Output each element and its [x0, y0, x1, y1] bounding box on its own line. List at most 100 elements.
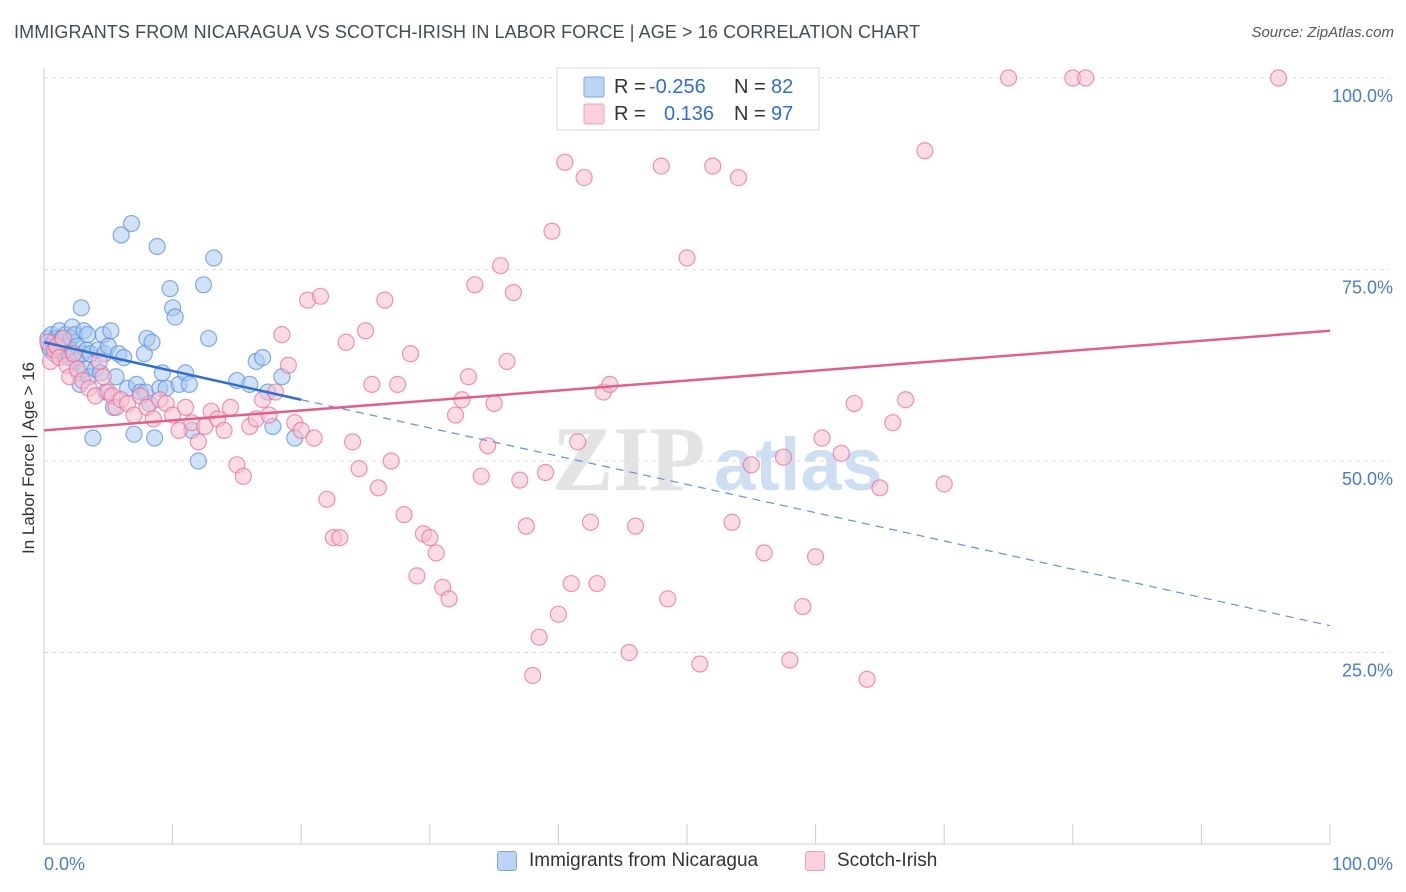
series-legend: Immigrants from Nicaragua Scotch-Irish: [0, 850, 1406, 880]
point-nicaragua: [145, 429, 164, 447]
point-scotch-irish: [549, 605, 568, 623]
point-nicaragua: [72, 299, 90, 317]
point-nicaragua: [79, 326, 97, 344]
point-scotch-irish: [318, 490, 336, 508]
point-scotch-irish: [845, 394, 863, 413]
point-scotch-irish: [485, 394, 503, 413]
point-scotch-irish: [678, 249, 696, 267]
point-nicaragua: [166, 308, 184, 326]
point-nicaragua: [125, 425, 143, 443]
point-scotch-irish: [601, 375, 619, 393]
watermark-zip: ZIP: [552, 408, 705, 510]
point-nicaragua: [200, 329, 218, 348]
point-scotch-irish: [427, 544, 445, 562]
point-scotch-irish: [234, 467, 252, 485]
x-tick-labels: 0.0% 100.0%: [44, 854, 1393, 874]
point-scotch-irish: [729, 168, 748, 187]
point-scotch-irish: [292, 421, 310, 439]
point-scotch-irish: [916, 142, 934, 160]
legend-n-value-2: 97: [771, 103, 793, 125]
y-axis-label: In Labor Force | Age > 16: [19, 362, 38, 554]
trend-lines: [43, 329, 1331, 627]
point-scotch-irish: [774, 448, 793, 466]
point-scotch-irish: [176, 398, 195, 416]
point-nicaragua: [205, 249, 223, 267]
axes: [43, 68, 1331, 845]
point-scotch-irish: [543, 222, 561, 240]
legend-r-label-1: R =: [614, 76, 646, 98]
y-tick-label: 50.0%: [1342, 469, 1393, 489]
point-scotch-irish: [331, 528, 349, 547]
point-nicaragua: [180, 375, 198, 393]
legend-item-nicaragua: Immigrants from Nicaragua: [497, 850, 758, 872]
legend-n-label-1: N =: [734, 76, 766, 98]
point-scotch-irish: [742, 456, 760, 474]
point-scotch-irish: [935, 475, 953, 493]
point-scotch-irish: [389, 375, 407, 393]
point-scotch-irish: [350, 460, 368, 478]
point-scotch-irish: [472, 467, 490, 485]
legend-label-nicaragua: Immigrants from Nicaragua: [529, 850, 759, 871]
point-scotch-irish: [620, 643, 638, 662]
point-scotch-irish: [652, 157, 670, 175]
point-scotch-irish: [459, 368, 477, 386]
point-scotch-irish: [215, 421, 233, 439]
point-scotch-irish: [1077, 69, 1095, 87]
point-scotch-irish: [794, 597, 812, 616]
point-scotch-irish: [832, 444, 850, 462]
trend-line-scotch-irish: [43, 329, 1331, 432]
point-scotch-irish: [363, 375, 381, 393]
point-scotch-irish: [498, 352, 516, 371]
y-tick-label: 25.0%: [1342, 661, 1393, 681]
point-nicaragua: [102, 322, 120, 340]
point-scotch-irish: [781, 651, 799, 669]
point-scotch-irish: [401, 345, 420, 363]
point-scotch-irish: [999, 69, 1018, 87]
legend-r-value-2: 0.136: [664, 103, 714, 125]
point-scotch-irish: [305, 429, 323, 447]
legend-swatch-pink: [805, 851, 825, 871]
point-nicaragua: [112, 226, 130, 244]
point-nicaragua: [194, 276, 213, 294]
point-scotch-irish: [344, 433, 362, 451]
y-tick-label: 75.0%: [1342, 278, 1393, 298]
point-scotch-irish: [189, 433, 207, 451]
point-scotch-irish: [408, 567, 426, 585]
stats-legend: R = -0.256 N = 82 R = 0.136 N = 97: [556, 67, 820, 131]
point-scotch-irish: [556, 153, 574, 171]
point-nicaragua: [161, 280, 179, 298]
point-scotch-irish: [626, 517, 645, 535]
point-nicaragua: [143, 333, 161, 351]
point-scotch-irish: [575, 168, 593, 187]
point-scotch-irish: [1269, 69, 1288, 87]
point-scotch-irish: [453, 391, 471, 409]
point-scotch-irish: [536, 463, 555, 482]
point-scotch-irish: [884, 414, 902, 432]
point-scotch-irish: [871, 479, 889, 497]
legend-label-scotch-irish: Scotch-Irish: [837, 850, 938, 871]
legend-swatch-blue: [497, 851, 517, 871]
point-scotch-irish: [273, 326, 291, 344]
point-nicaragua: [189, 452, 207, 470]
point-scotch-irish: [755, 544, 773, 562]
point-scotch-irish: [54, 329, 72, 348]
point-scotch-irish: [704, 157, 722, 175]
point-scotch-irish: [530, 628, 548, 646]
point-scotch-irish: [511, 471, 529, 489]
x-tick-label: 100.0%: [1332, 854, 1393, 874]
point-scotch-irish: [421, 528, 439, 547]
point-scotch-irish: [517, 517, 535, 535]
point-scotch-irish: [337, 333, 355, 351]
point-scotch-irish: [356, 322, 375, 340]
legend-n-value-1: 82: [771, 76, 793, 98]
point-scotch-irish: [723, 513, 741, 531]
point-scotch-irish: [144, 410, 162, 428]
point-nicaragua: [148, 237, 166, 256]
legend-r-value-1: -0.256: [649, 76, 706, 98]
point-scotch-irish: [94, 368, 112, 386]
point-scotch-irish: [897, 391, 915, 409]
point-scotch-irish: [369, 479, 387, 497]
legend-r-label-2: R =: [614, 103, 646, 125]
point-scotch-irish: [170, 421, 188, 439]
point-nicaragua: [254, 348, 272, 367]
